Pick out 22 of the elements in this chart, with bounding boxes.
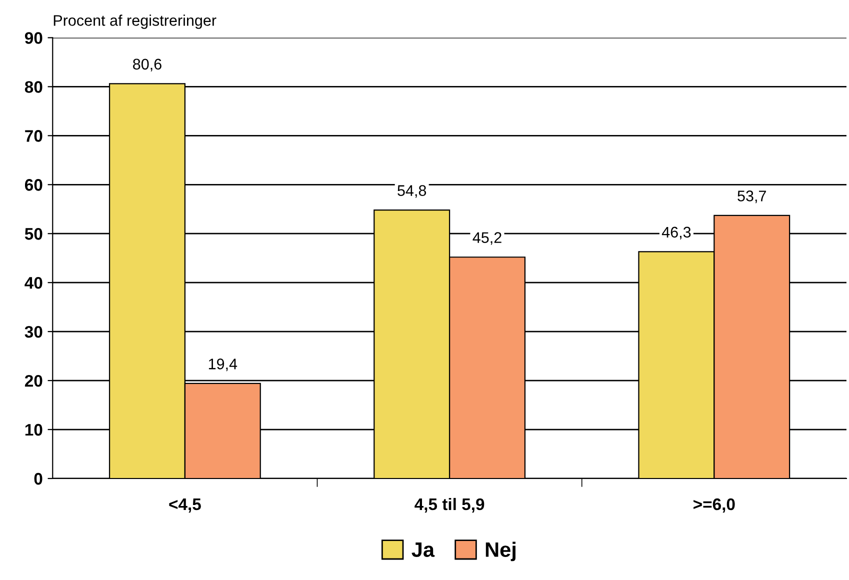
x-tick-label: <4,5 <box>169 498 201 513</box>
data-label: 54,8 <box>398 185 426 198</box>
y-tick-label: 20 <box>24 374 42 387</box>
x-tick-label: >=6,0 <box>694 498 735 513</box>
data-label: 45,2 <box>472 232 502 245</box>
y-tick-label: 60 <box>24 179 42 191</box>
y-tick-label: 0 <box>34 472 42 485</box>
data-label: 19,4 <box>208 358 238 372</box>
data-label: 46,3 <box>662 226 691 240</box>
x-tick-label: 4,5 til 5,9 <box>414 498 484 513</box>
legend-label: Nej <box>486 542 516 562</box>
data-label: 53,7 <box>738 190 766 204</box>
y-tick-label: 50 <box>24 228 42 240</box>
y-tick-label: 10 <box>25 424 42 436</box>
legend-label: Ja <box>412 542 435 558</box>
y-tick-label: 80 <box>24 81 42 93</box>
data-label: 80,6 <box>133 58 162 72</box>
y-tick-label: 90 <box>24 32 42 44</box>
y-tick-label: 30 <box>24 326 42 338</box>
y-tick-label: 70 <box>25 130 42 142</box>
y-tick-label: 40 <box>24 276 42 289</box>
y-axis-title: Procent af registreringer <box>54 14 216 29</box>
